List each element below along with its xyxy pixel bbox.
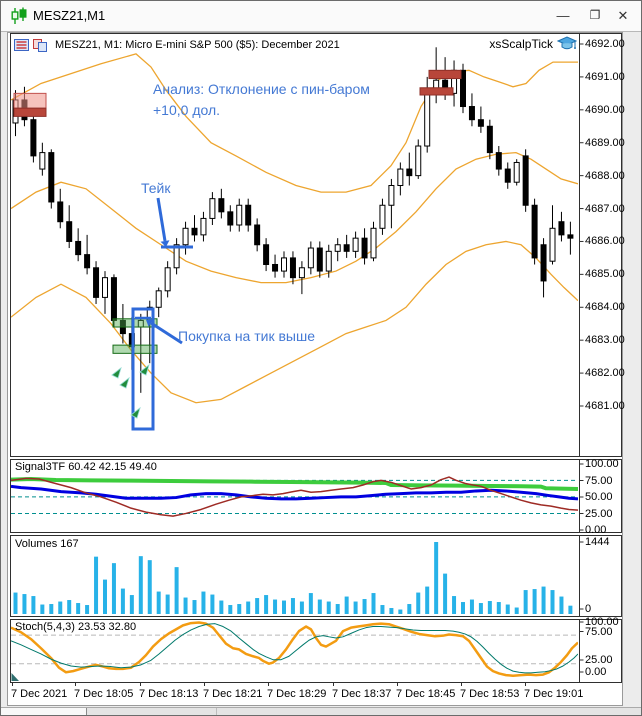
vol-panel-frame <box>10 535 622 617</box>
data-window-icon[interactable] <box>14 39 29 51</box>
sell-dark-zone <box>419 87 454 96</box>
buy-markers-layer <box>111 363 150 419</box>
bollinger-middle <box>11 151 578 284</box>
sig-panel-frame <box>10 459 622 533</box>
trend-green <box>11 477 578 491</box>
stoch-lines <box>11 621 578 677</box>
volume-bars <box>13 542 573 614</box>
chart-header: MESZ21, M1: Micro E-mini S&P 500 ($5): D… <box>14 37 340 53</box>
buy-marker-icon <box>111 366 122 379</box>
indicator-brand: xsScalpTick <box>489 35 577 52</box>
oscillator-red <box>11 476 578 517</box>
xsscalptick-label: xsScalpTick <box>489 36 553 51</box>
buy-arrow <box>150 321 183 345</box>
graduation-cap-icon <box>557 36 577 50</box>
signal-blue <box>11 484 578 501</box>
maximize-button[interactable]: ❐ <box>589 8 601 22</box>
bollinger-lower <box>11 240 578 404</box>
sell-dark-zone <box>428 69 462 80</box>
signal3tf-lines <box>11 476 578 517</box>
chart-client-area[interactable] <box>7 32 623 706</box>
chart-tab[interactable] <box>1 708 87 715</box>
candlestick-layer <box>12 47 574 393</box>
bollinger-bands-layer <box>11 53 578 404</box>
sell-light-zone <box>13 92 47 109</box>
tab-divider <box>216 708 217 715</box>
buy-zone <box>112 344 158 354</box>
blue-objects-layer <box>131 197 193 431</box>
titlebar[interactable]: MESZ21,M1 — ❐ ✕ <box>1 1 641 32</box>
chart-tab-bar[interactable] <box>1 707 641 715</box>
sell-dark-zone <box>13 107 47 117</box>
close-button[interactable]: ✕ <box>617 8 629 23</box>
buy-marker-icon <box>139 363 150 376</box>
stoch-signal <box>11 623 578 674</box>
symbol-description: MESZ21, M1: Micro E-mini S&P 500 ($5): D… <box>55 39 340 51</box>
charts-icon[interactable] <box>33 38 47 52</box>
stoch-corner-marker <box>11 673 19 681</box>
bollinger-upper <box>11 53 578 193</box>
pinbar-highlight-rect <box>131 307 155 431</box>
trade-zones-layer <box>13 69 462 354</box>
candlestick-app-icon <box>11 7 27 24</box>
main-panel-frame <box>10 33 622 457</box>
stoch-main <box>11 621 578 677</box>
minimize-button[interactable]: — <box>556 8 570 23</box>
buy-arrow-head <box>145 319 154 327</box>
buy-marker-icon <box>130 406 141 419</box>
buy-marker-icon <box>119 376 130 389</box>
take-arrow <box>156 197 167 242</box>
sto-panel-frame <box>10 619 622 683</box>
take-arrow-head <box>160 240 170 247</box>
window-title: MESZ21,M1 <box>33 8 106 23</box>
